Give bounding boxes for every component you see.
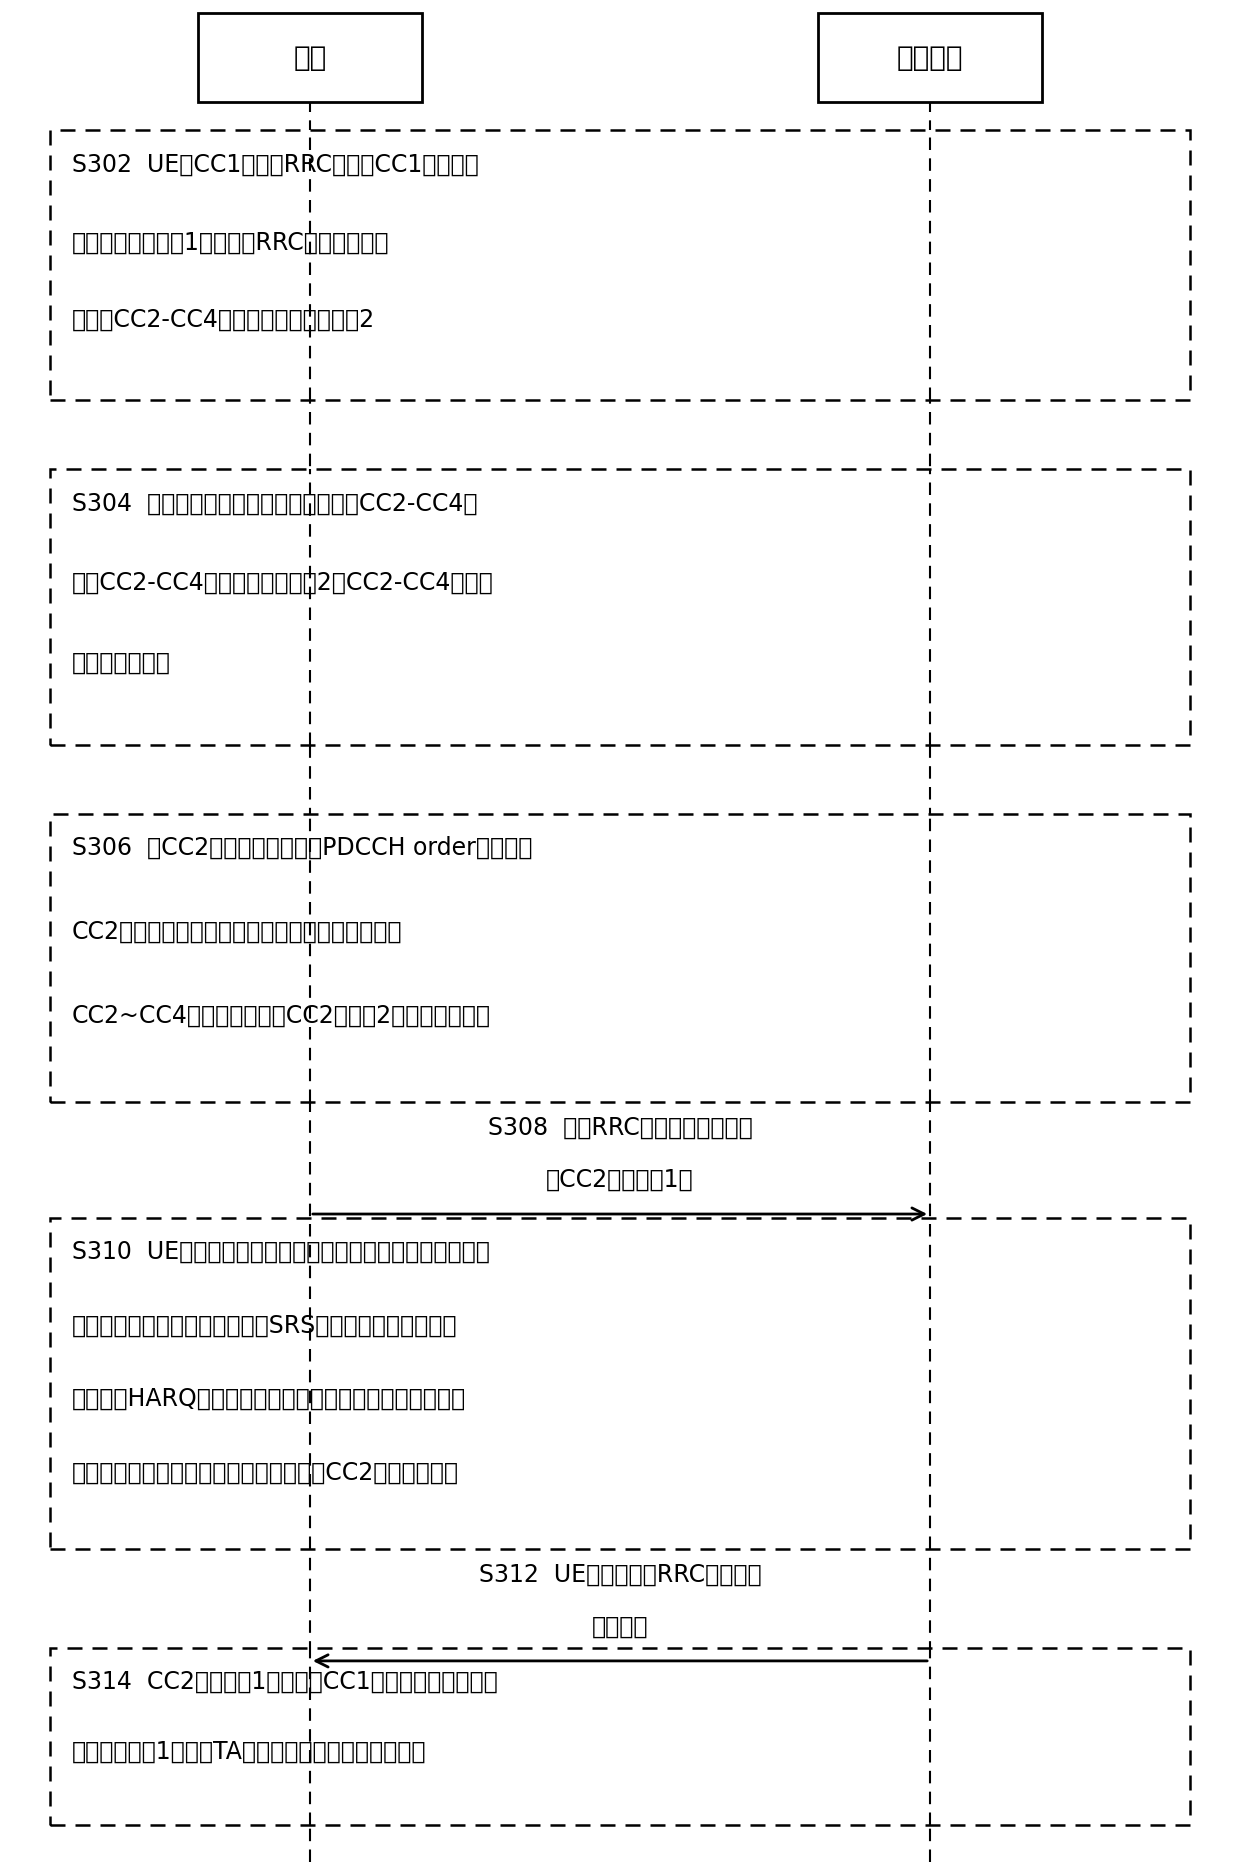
Bar <box>50 1218 1190 1549</box>
Bar <box>198 13 422 102</box>
Bar <box>50 814 1190 1102</box>
Text: 配置的上行资源，然后执行重配消息，将CC2配置到组一中: 配置的上行资源，然后执行重配消息，将CC2配置到组一中 <box>72 1460 459 1484</box>
Text: S306  待CC2激活后，基站发送PDCCH order消息指示: S306 待CC2激活后，基站发送PDCCH order消息指示 <box>72 836 532 860</box>
Text: CC2~CC4进入同步状态。CC2为分组2的时间参考小区: CC2~CC4进入同步状态。CC2为分组2的时间参考小区 <box>72 1004 491 1028</box>
Bar <box>818 13 1042 102</box>
Text: S310  UE收到基站发送的重配消息后，首先停止该服务小区: S310 UE收到基站发送的重配消息后，首先停止该服务小区 <box>72 1240 490 1264</box>
Bar <box>50 1648 1190 1825</box>
Bar <box>50 1648 1190 1825</box>
Text: 将CC2配置在组1中: 将CC2配置在组1中 <box>546 1167 694 1192</box>
Text: S302  UE在CC1上发起RRC连接，CC1为主服务: S302 UE在CC1上发起RRC连接，CC1为主服务 <box>72 153 479 177</box>
Text: CC2执行随机接入过程，待随机接入过程完成后，: CC2执行随机接入过程，待随机接入过程完成后， <box>72 920 403 944</box>
Text: 用户设备: 用户设备 <box>897 43 963 73</box>
Text: S308  发送RRC连接重配消息指示: S308 发送RRC连接重配消息指示 <box>487 1115 753 1140</box>
Text: 并根据当前组1使用的TA开始发送上行信号和上行数据: 并根据当前组1使用的TA开始发送上行信号和上行数据 <box>72 1739 427 1763</box>
Text: 上的上行数据和侦听参考信号（SRS）的发送，清空该辅服: 上的上行数据和侦听参考信号（SRS）的发送，清空该辅服 <box>72 1315 458 1337</box>
Text: S314  CC2重配到组1后，应用CC1为其时间参考小区，: S314 CC2重配到组1后，应用CC1为其时间参考小区， <box>72 1670 497 1694</box>
Text: S304  基站发送辅小区激活控制元素激活CC2-CC4，: S304 基站发送辅小区激活控制元素激活CC2-CC4， <box>72 492 477 516</box>
Bar <box>50 469 1190 745</box>
Text: 处于非同步状态: 处于非同步状态 <box>72 650 171 674</box>
Text: 中配置CC2-CC4属于同一个辅小区分组2: 中配置CC2-CC4属于同一个辅小区分组2 <box>72 307 374 331</box>
Text: S312  UE向基站发送RRC连接重配: S312 UE向基站发送RRC连接重配 <box>479 1562 761 1586</box>
Text: 基站: 基站 <box>294 43 326 73</box>
Text: 务小区中HARQ缓存中的数据，清空该辅服务小区上所有已: 务小区中HARQ缓存中的数据，清空该辅服务小区上所有已 <box>72 1387 466 1411</box>
Bar <box>50 130 1190 400</box>
Text: 由于CC2-CC4在辅小区分组及组2，CC2-CC4激活后: 由于CC2-CC4在辅小区分组及组2，CC2-CC4激活后 <box>72 572 494 596</box>
Bar <box>50 814 1190 1102</box>
Text: 小区，所在组为组1；基站在RRC连接重配消息: 小区，所在组为组1；基站在RRC连接重配消息 <box>72 231 389 255</box>
Text: 响应消息: 响应消息 <box>591 1614 649 1639</box>
Bar <box>50 469 1190 745</box>
Bar <box>50 1218 1190 1549</box>
Bar <box>50 130 1190 400</box>
